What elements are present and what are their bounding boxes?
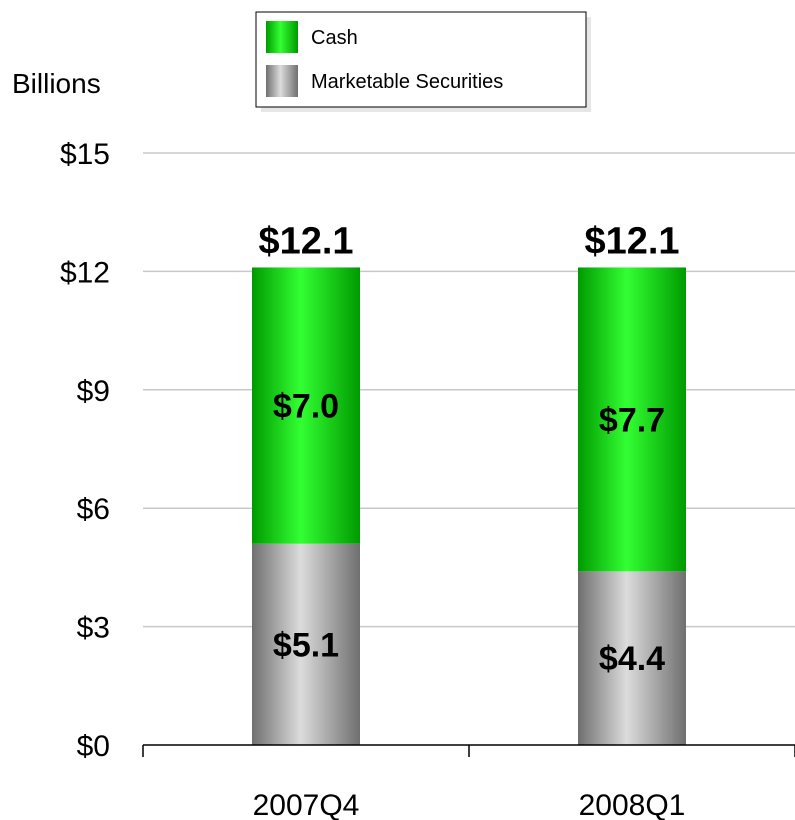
legend-label-securities: Marketable Securities — [311, 71, 503, 93]
y-tick-label: $3 — [77, 612, 110, 645]
legend-swatch-cash — [266, 21, 298, 53]
x-axis: 2007Q4 2008Q1 — [142, 744, 795, 820]
y-tick-label: $15 — [60, 138, 110, 171]
legend-label-cash: Cash — [311, 27, 358, 49]
y-tick-label: $9 — [77, 375, 110, 408]
gridlines — [143, 152, 795, 628]
segment-value-label: $5.1 — [273, 626, 339, 664]
segment-value-label: $7.0 — [273, 388, 339, 426]
segment-value-label: $7.7 — [599, 401, 665, 439]
y-axis-ticks: $0 $3 $6 $9 $12 $15 — [60, 138, 110, 763]
bar-segment-cash — [252, 267, 360, 544]
bar-segment-securities — [252, 543, 360, 745]
y-tick-label: $0 — [77, 730, 110, 763]
legend-box — [255, 11, 587, 108]
data-labels: $5.1 $7.0 $12.1 $4.4 $7.7 $12.1 — [258, 220, 679, 678]
legend: Cash Marketable Securities — [255, 11, 591, 112]
total-value-label: $12.1 — [584, 220, 679, 262]
bar-segment-securities — [578, 571, 686, 745]
y-axis-label: Billions — [12, 68, 101, 99]
legend-swatch-securities — [266, 65, 298, 97]
x-category-label: 2008Q1 — [579, 789, 686, 820]
bars — [252, 267, 686, 745]
y-tick-label: $12 — [60, 256, 110, 289]
total-value-label: $12.1 — [258, 220, 353, 262]
x-category-label: 2007Q4 — [253, 789, 360, 820]
y-tick-label: $6 — [77, 493, 110, 526]
segment-value-label: $4.4 — [599, 640, 665, 678]
bar-segment-cash — [578, 267, 686, 572]
